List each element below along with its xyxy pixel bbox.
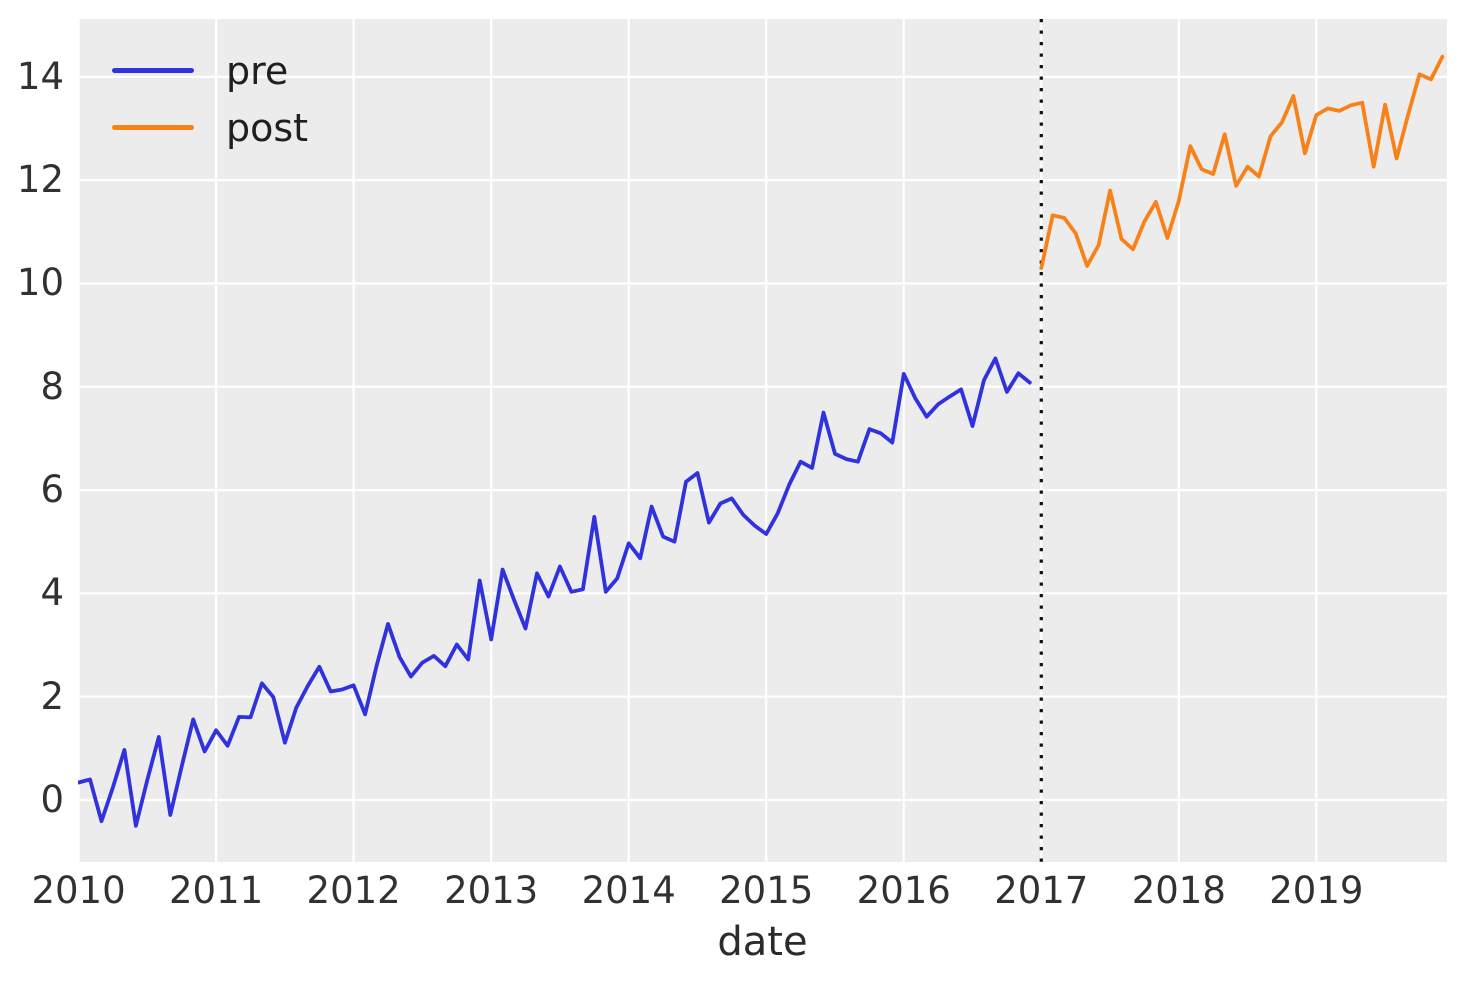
legend-entry-post: post [112,99,308,156]
x-tick-label: 2014 [581,869,676,912]
y-tick-label: 14 [16,54,64,98]
x-tick-label: 2010 [31,869,126,912]
y-tick-label: 4 [40,571,64,615]
x-tick-label: 2013 [444,869,539,912]
y-tick-label: 6 [40,468,64,512]
y-tick-label: 2 [40,674,64,718]
legend-line-post-swatch [112,125,194,130]
x-axis-title: date [717,919,808,965]
y-tick-label: 12 [16,158,64,202]
series-post-line [1039,54,1445,270]
chart-canvas [78,19,1447,862]
x-tick-label: 2017 [994,869,1089,912]
y-tick-label: 8 [40,364,64,408]
legend: pre post [112,42,308,156]
series-pre-line [78,356,1032,828]
legend-label-post: post [226,105,309,150]
x-tick-label: 2018 [1131,869,1226,912]
x-tick-label: 2015 [719,869,814,912]
legend-entry-pre: pre [112,42,308,99]
x-tick-label: 2019 [1269,869,1364,912]
y-tick-label: 10 [16,261,64,305]
x-tick-label: 2012 [306,869,401,912]
x-tick-label: 2016 [856,869,951,912]
legend-label-pre: pre [226,48,289,93]
x-tick-label: 2011 [169,869,264,912]
plot-area: pre post [78,19,1447,862]
y-tick-label: 0 [40,778,64,821]
legend-line-pre-swatch [112,68,194,73]
